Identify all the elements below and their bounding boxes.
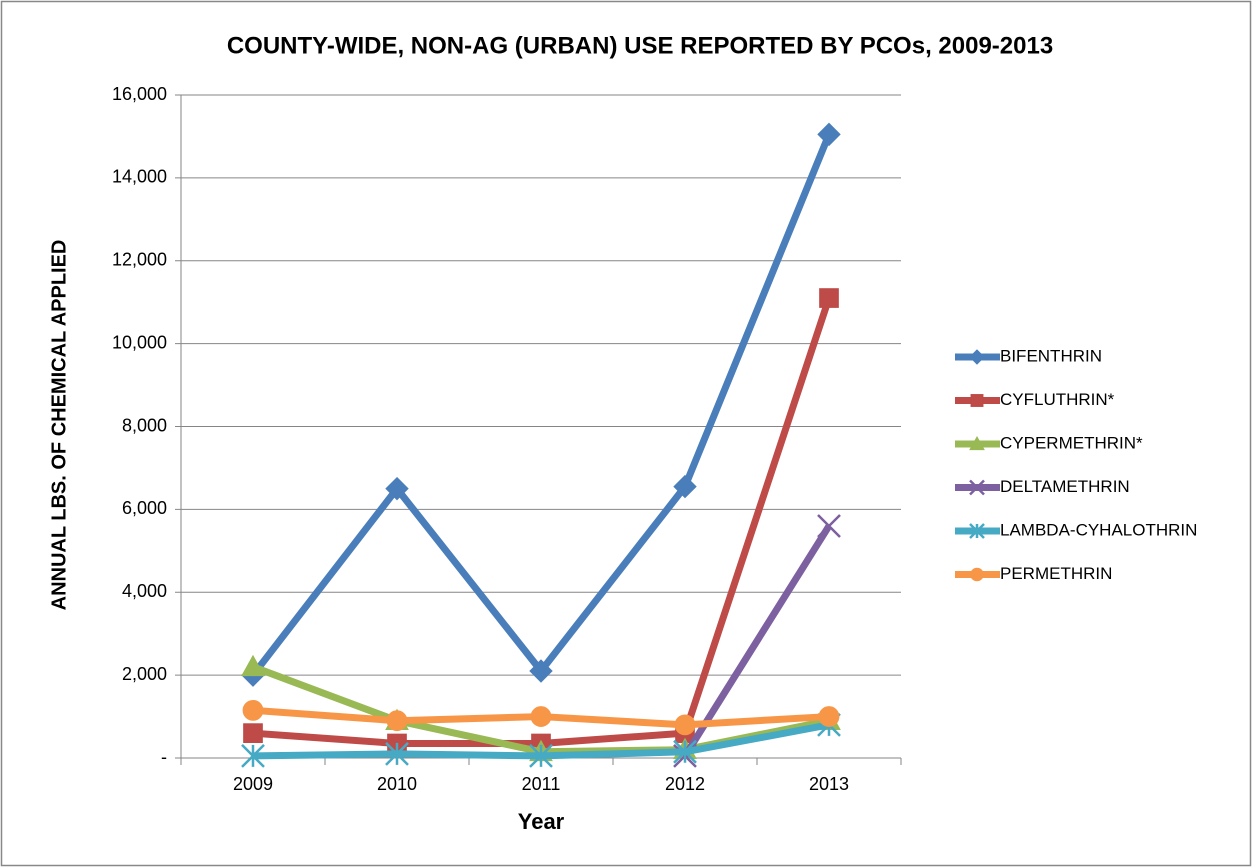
series-line	[682, 524, 832, 758]
data-point	[817, 122, 841, 147]
data-point	[817, 514, 841, 538]
y-tick-label: 16,000	[112, 84, 167, 104]
x-tick-label: 2011	[522, 774, 561, 794]
y-tick-label: 4,000	[122, 581, 167, 601]
x-tick-label: 2012	[665, 774, 705, 794]
data-point	[242, 699, 264, 721]
y-tick-label: 6,000	[122, 498, 167, 518]
y-axis-label: ANNUAL LBS. OF CHEMICAL APPLIED	[48, 240, 70, 611]
x-tick-label: 2010	[377, 774, 417, 794]
data-point	[673, 474, 697, 499]
y-tick-label: -	[161, 747, 167, 767]
y-tick-label: 14,000	[112, 167, 167, 187]
data-point	[385, 476, 409, 501]
legend-label: DELTAMETHRIN	[1000, 477, 1130, 496]
data-point	[243, 723, 263, 743]
legend-marker	[969, 349, 985, 365]
chart-title: COUNTY-WIDE, NON-AG (URBAN) USE REPORTED…	[227, 32, 1053, 59]
data-point	[529, 659, 553, 683]
y-tick-label: 8,000	[122, 415, 167, 435]
legend-label: CYFLUTHRIN*	[1000, 390, 1115, 409]
data-point	[241, 744, 265, 768]
legend-marker	[970, 394, 984, 407]
legend-label: BIFENTHRIN	[1000, 346, 1102, 365]
legend-marker	[969, 479, 985, 496]
data-point	[530, 706, 552, 727]
y-tick-label: 10,000	[112, 332, 167, 352]
x-tick-label: 2013	[809, 774, 849, 794]
data-point	[673, 739, 697, 764]
data-point	[386, 710, 408, 732]
legend-label: CYPERMETHRIN*	[1000, 433, 1143, 452]
data-point	[529, 744, 553, 768]
x-axis-label: Year	[518, 809, 565, 834]
data-point	[674, 714, 696, 736]
data-point	[819, 288, 839, 308]
legend-label: LAMBDA-CYHALOTHRIN	[1000, 520, 1197, 539]
x-tick-label: 2009	[233, 774, 273, 794]
legend-marker	[970, 567, 984, 582]
legend-marker	[969, 523, 985, 539]
legend-marker	[969, 435, 985, 451]
data-point	[818, 706, 840, 727]
data-point	[385, 741, 409, 766]
y-tick-label: 2,000	[122, 664, 167, 684]
legend-label: PERMETHRIN	[1000, 564, 1112, 583]
y-tick-label: 12,000	[112, 250, 167, 270]
data-point	[241, 654, 265, 677]
